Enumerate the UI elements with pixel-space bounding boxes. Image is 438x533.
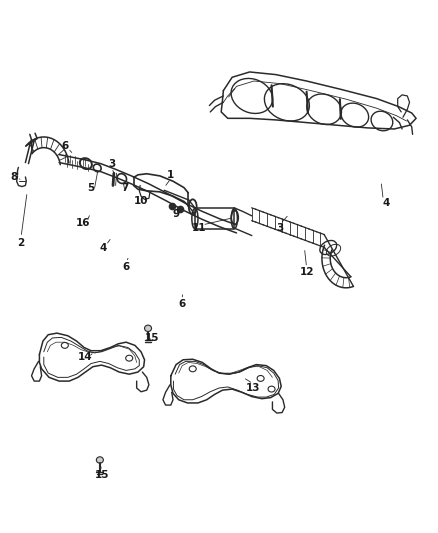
Text: 2: 2 (18, 238, 25, 247)
Text: 9: 9 (173, 209, 180, 219)
Text: 1: 1 (167, 170, 174, 180)
Text: 12: 12 (299, 267, 314, 277)
Text: 5: 5 (88, 183, 95, 192)
Text: 8: 8 (11, 172, 18, 182)
Text: 3: 3 (277, 223, 284, 233)
Text: 3: 3 (108, 159, 115, 169)
Text: 15: 15 (94, 471, 109, 480)
Text: 10: 10 (134, 197, 148, 206)
Ellipse shape (96, 457, 103, 463)
Text: 4: 4 (99, 243, 106, 253)
Text: 6: 6 (123, 262, 130, 271)
Text: 16: 16 (76, 218, 91, 228)
Text: 15: 15 (145, 334, 160, 343)
Text: 14: 14 (78, 352, 93, 362)
Text: 7: 7 (122, 183, 129, 193)
Text: 6: 6 (61, 141, 68, 150)
Ellipse shape (145, 325, 152, 332)
Text: 11: 11 (192, 223, 207, 233)
Text: 6: 6 (178, 299, 185, 309)
Text: 4: 4 (383, 198, 390, 207)
Text: 13: 13 (246, 383, 261, 393)
